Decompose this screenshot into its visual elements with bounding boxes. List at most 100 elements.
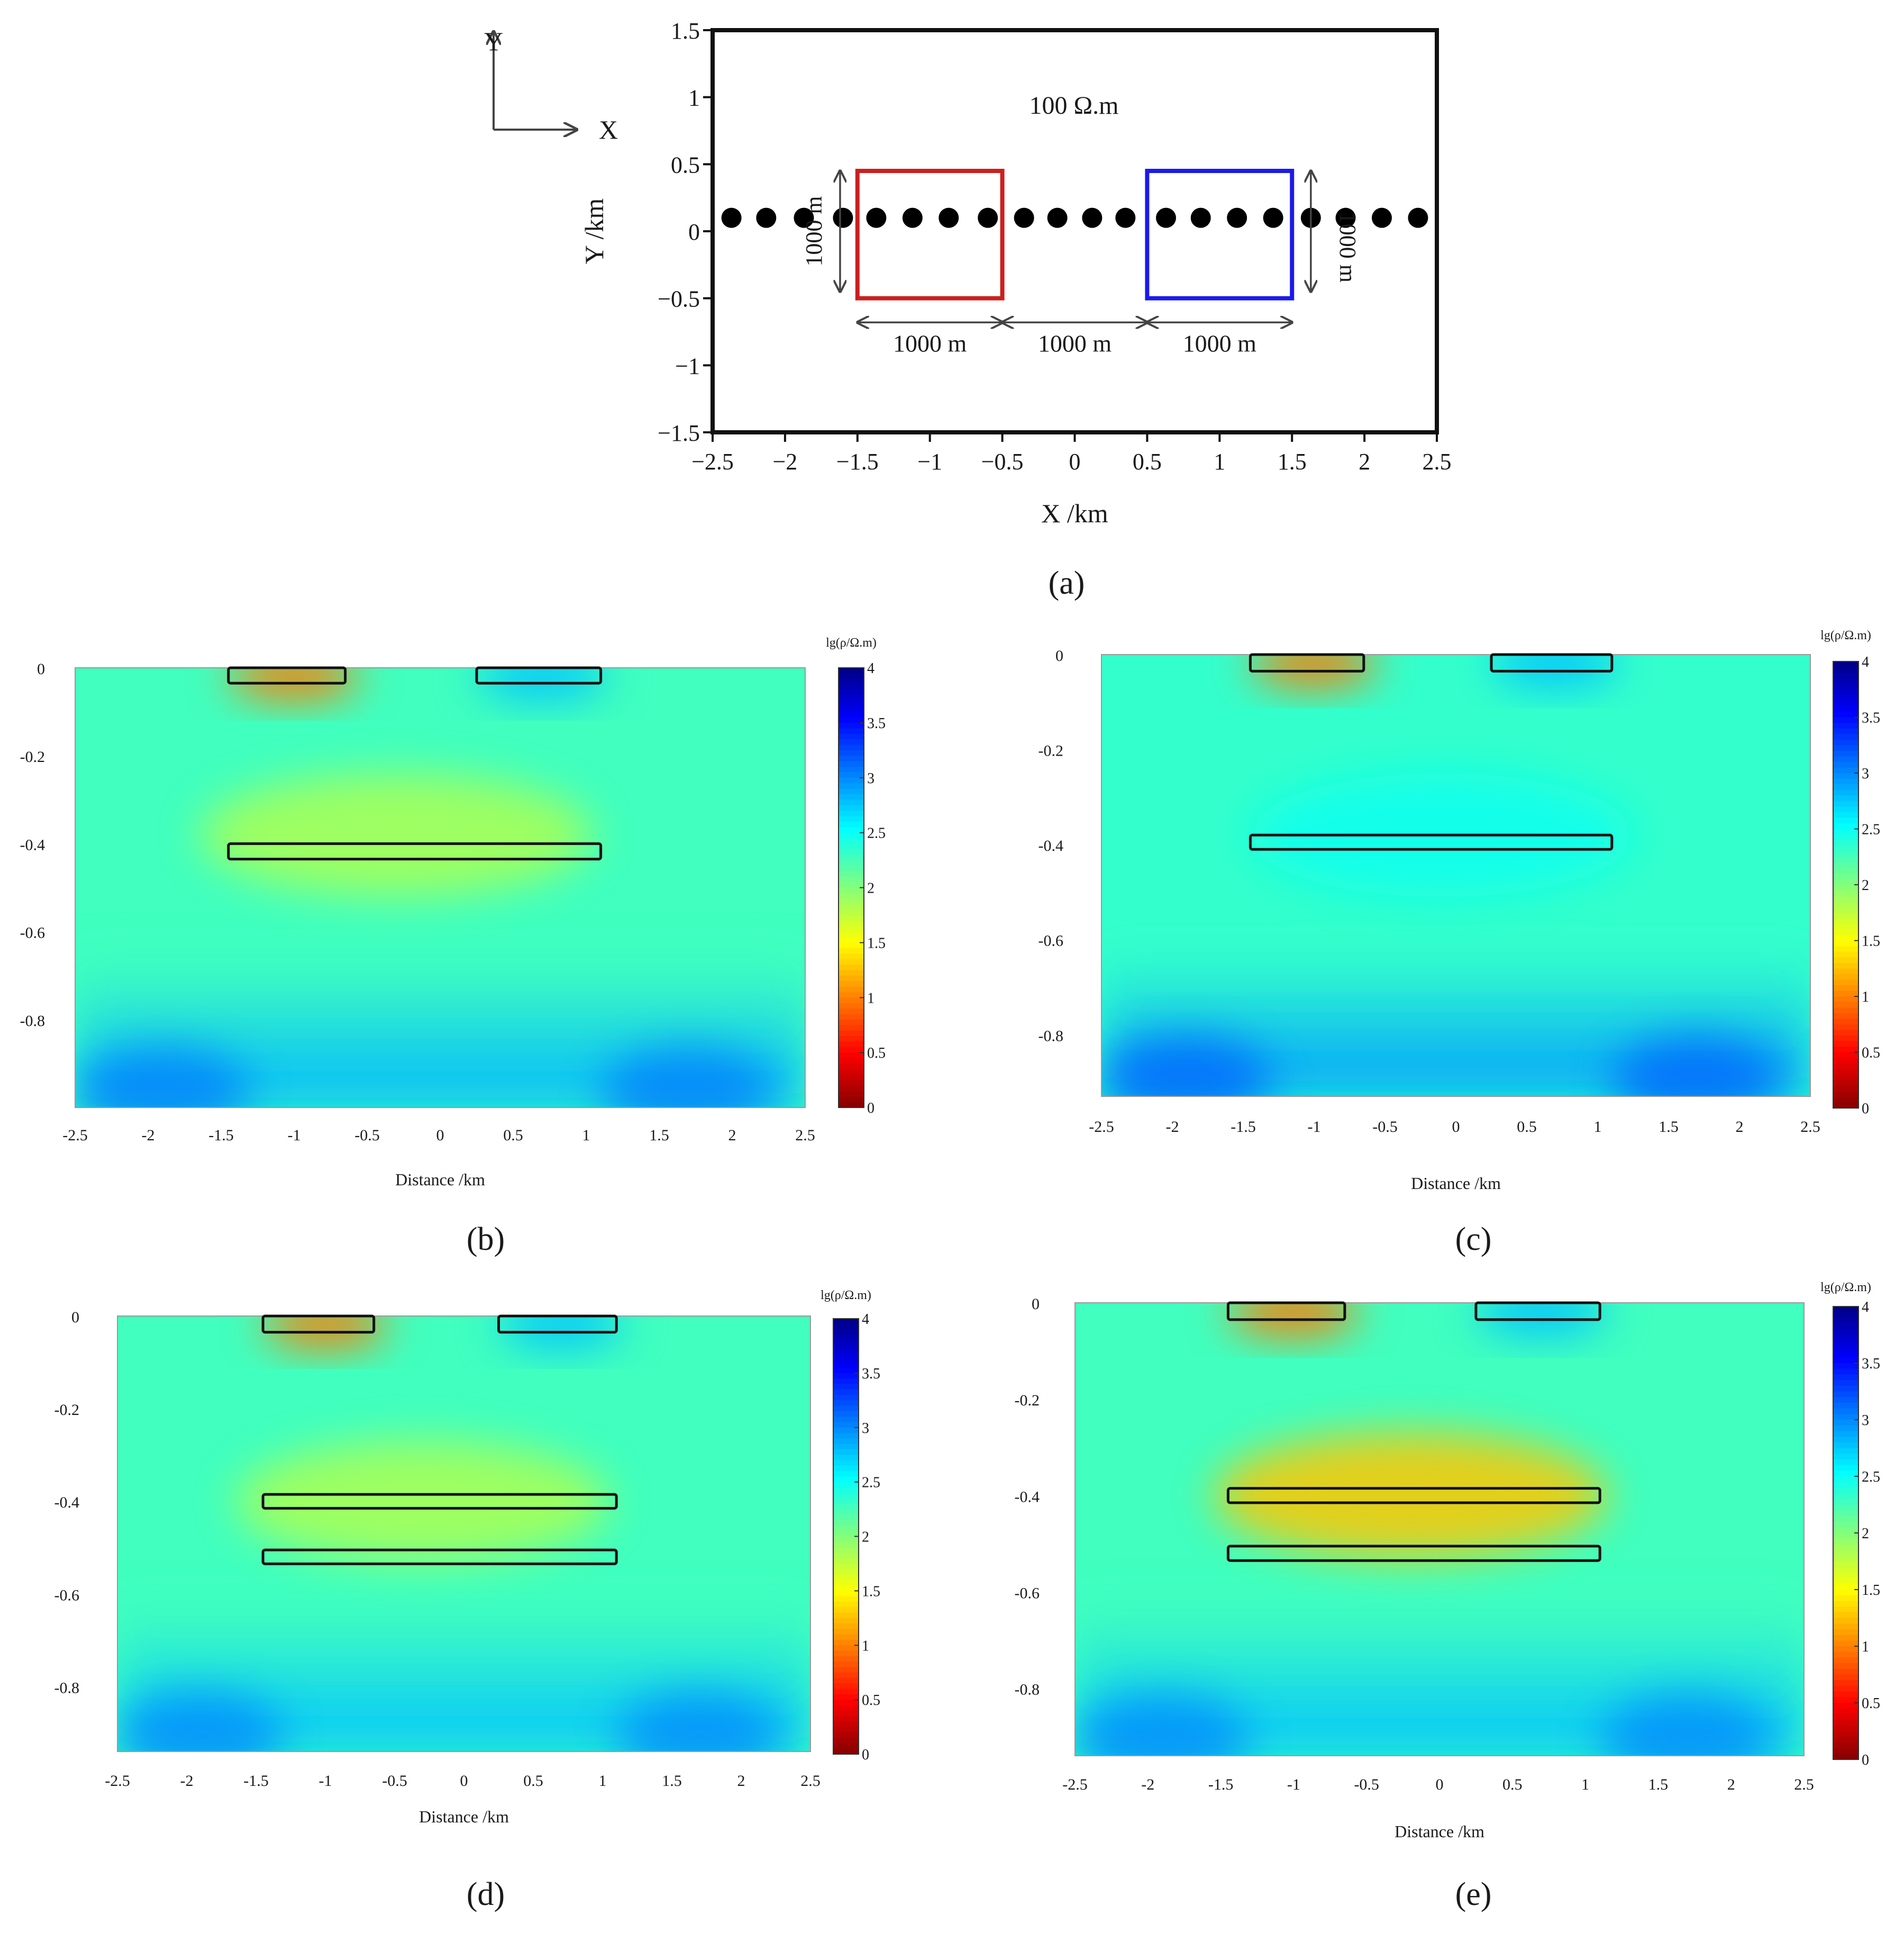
colorbar-segment (1833, 1476, 1859, 1483)
shallow-anomaly (498, 1316, 624, 1347)
colorbar-segment (839, 1091, 864, 1097)
width-dimension-label: 1000 m (1038, 330, 1112, 357)
colorbar-segment (1833, 1487, 1859, 1494)
colorbar-segment (839, 948, 864, 954)
colorbar-segment (1833, 1318, 1859, 1324)
colorbar-segment (1833, 1437, 1859, 1443)
colorbar-segment (839, 855, 864, 861)
colorbar-segment (839, 766, 864, 773)
colorbar-segment (1833, 1454, 1859, 1460)
width-dimension-label: 1000 m (1183, 330, 1257, 357)
shallow-anomaly (1475, 1303, 1607, 1335)
colorbar-segment (833, 1509, 859, 1515)
colorbar-segment (1833, 1612, 1859, 1619)
colorbar-segment (1833, 1091, 1859, 1097)
colorbar-segment (833, 1601, 859, 1608)
colorbar-segment (833, 1460, 859, 1466)
station-marker (866, 207, 887, 228)
background-resistivity-label: 100 Ω.m (1029, 92, 1118, 120)
colorbar-segment (1833, 885, 1859, 891)
colorbar-tick-label: 1.5 (862, 1583, 880, 1600)
colorbar-segment (839, 816, 864, 822)
colorbar-tick-label: 2.5 (867, 825, 886, 842)
colorbar-segment (839, 1047, 864, 1053)
colorbar-segment (1833, 1357, 1859, 1364)
colorbar-segment (1833, 1680, 1859, 1686)
colorbar-segment (1833, 1035, 1859, 1042)
colorbar-segment (839, 1080, 864, 1086)
colorbar-segment (839, 1041, 864, 1048)
colorbar-tick-label: 2 (1862, 877, 1869, 894)
station-marker (1408, 207, 1428, 228)
colorbar-segment (839, 970, 864, 976)
colorbar-segment (833, 1417, 859, 1423)
colorbar-segment (833, 1738, 859, 1744)
model-body-outline (1249, 833, 1614, 851)
colorbar-segment (1833, 1623, 1859, 1630)
colorbar-segment (1833, 728, 1859, 734)
x-tick-label: 0 (1436, 1776, 1444, 1793)
model-body-outline (475, 666, 603, 685)
colorbar-segment (1833, 678, 1859, 684)
colorbar-segment (1833, 1465, 1859, 1472)
x-tick-label: 2.5 (1794, 1776, 1814, 1793)
model-body-outline (497, 1314, 618, 1334)
colorbar-segment (839, 860, 864, 866)
colorbar-tick-label: 3.5 (862, 1366, 880, 1382)
colorbar-segment (1833, 1448, 1859, 1454)
colorbar-segment (1833, 806, 1859, 813)
colorbar-segment (839, 1058, 864, 1064)
colorbar-segment (839, 678, 864, 685)
colorbar-segment (833, 1329, 859, 1336)
colorbar-tick-label: 2.5 (1862, 1469, 1880, 1485)
colorbar-segment (1833, 1595, 1859, 1602)
x-axis-title: Distance /km (395, 1170, 485, 1189)
station-marker (833, 207, 853, 228)
panel-d-inversion-section: 0 -0.2 -0.4 -0.6 -0.8 -2.5 -2 -1.5 -1 -0.5 0 0.5 1 1.… (54, 1288, 881, 1826)
colorbar-segment (833, 1743, 859, 1749)
colorbar-segment (1833, 918, 1859, 924)
colorbar-segment (833, 1645, 859, 1651)
x-tick-label: 0.5 (1133, 449, 1162, 475)
colorbar-segment (833, 1541, 859, 1548)
colorbar-segment (1833, 1329, 1859, 1336)
colorbar-segment (1833, 767, 1859, 774)
colorbar-segment (1833, 873, 1859, 880)
colorbar-tick-label: 0.5 (867, 1045, 886, 1061)
model-body-outline (1226, 1487, 1601, 1504)
colorbar-segment (1833, 862, 1859, 869)
x-tick-label: −2.5 (691, 449, 734, 475)
colorbar-segment (1833, 1063, 1859, 1069)
y-tick-label: -0.2 (54, 1401, 80, 1419)
colorbar-segment (1833, 812, 1859, 819)
colorbar-tick-label: 3 (1862, 766, 1869, 782)
panel-c-caption: (c) (1455, 1221, 1492, 1257)
colorbar-segment (839, 954, 864, 960)
colorbar-segment (1833, 1567, 1859, 1573)
colorbar-segment (833, 1612, 859, 1619)
colorbar-segment (1833, 1504, 1859, 1511)
colorbar-segment (1833, 929, 1859, 936)
colorbar-segment (833, 1716, 859, 1722)
colorbar-segment (839, 733, 864, 740)
y-tick-label: -0.2 (20, 748, 45, 766)
plot-border (1101, 654, 1811, 1097)
colorbar-segment (839, 1085, 864, 1092)
x-tick-label: 1 (582, 1127, 590, 1144)
colorbar-title: lg(ρ/Ω.m) (1820, 1281, 1871, 1294)
resistivity-field (117, 1316, 810, 1752)
x-tick-label: -0.5 (382, 1772, 407, 1790)
colorbar-segment (1833, 1420, 1859, 1426)
colorbar-segment (1833, 1408, 1859, 1415)
x-tick-label: -2 (1166, 1118, 1179, 1136)
colorbar-segment (833, 1639, 859, 1646)
colorbar-segment (833, 1662, 859, 1668)
colorbar-segment (1833, 773, 1859, 779)
y-tick-label: 0 (688, 219, 700, 245)
station-marker (1082, 207, 1103, 228)
colorbar-segment (833, 1487, 859, 1493)
colorbar-segment (833, 1455, 859, 1461)
panel-a-caption: (a) (1049, 565, 1085, 601)
colorbar-segment (839, 1074, 864, 1081)
colorbar-tick-label: 1 (1862, 1639, 1869, 1655)
